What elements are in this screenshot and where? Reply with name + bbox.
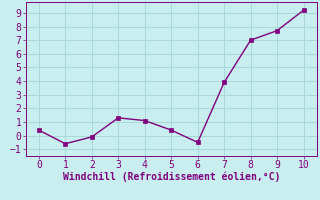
X-axis label: Windchill (Refroidissement éolien,°C): Windchill (Refroidissement éolien,°C) [62,172,280,182]
